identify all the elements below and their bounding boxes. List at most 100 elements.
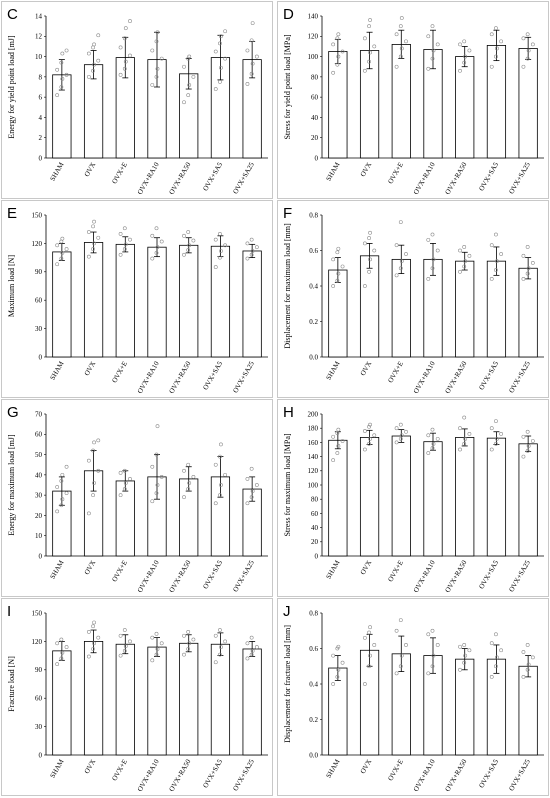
y-tick-label: 140 bbox=[308, 12, 319, 20]
category-label: OVX+SA5 bbox=[477, 161, 500, 193]
data-point bbox=[335, 250, 340, 255]
chart-panel-f: F Displacement for maximum load [mm] 0.0 0.… bbox=[277, 200, 549, 398]
data-point bbox=[55, 67, 60, 72]
data-point bbox=[250, 648, 255, 653]
data-point bbox=[92, 620, 96, 625]
data-point bbox=[499, 431, 504, 436]
data-point bbox=[92, 641, 96, 646]
data-point bbox=[187, 243, 192, 248]
data-point bbox=[430, 24, 435, 29]
category-label: OVX+RA10 bbox=[136, 559, 161, 594]
data-point bbox=[525, 429, 530, 434]
data-point bbox=[91, 624, 95, 629]
data-point bbox=[430, 427, 435, 432]
data-point bbox=[426, 66, 431, 71]
y-axis-label: Displacement for fracture load [mm] bbox=[283, 625, 292, 743]
data-point bbox=[526, 444, 531, 448]
bar bbox=[328, 667, 348, 756]
y-tick-label: 50 bbox=[35, 451, 43, 459]
data-point bbox=[404, 429, 408, 434]
data-point bbox=[394, 273, 399, 278]
data-point bbox=[340, 660, 345, 665]
data-point bbox=[128, 19, 132, 23]
y-tick-label: 100 bbox=[308, 53, 319, 61]
data-point bbox=[426, 632, 431, 637]
category-label: SHAM bbox=[325, 359, 342, 381]
data-point bbox=[249, 635, 254, 640]
y-tick-label: 20 bbox=[311, 538, 319, 546]
data-point bbox=[59, 60, 64, 65]
data-point bbox=[336, 54, 341, 59]
data-point bbox=[495, 259, 499, 264]
y-tick-label: 12 bbox=[35, 33, 43, 41]
data-point bbox=[340, 264, 345, 269]
category-label: OVX+E bbox=[110, 559, 129, 583]
category-label: OVX+E bbox=[110, 758, 129, 782]
category-label: OVX+RA10 bbox=[412, 758, 437, 793]
bar bbox=[518, 443, 538, 557]
chart-panel-c: C Energy for yield point load [mJ] 0 2 4 6 8 10… bbox=[1, 1, 273, 199]
data-point bbox=[86, 254, 91, 259]
data-point bbox=[367, 441, 371, 446]
data-point bbox=[249, 237, 254, 242]
data-point bbox=[128, 639, 132, 644]
y-tick-label: 70 bbox=[35, 410, 43, 418]
data-point bbox=[250, 61, 255, 66]
data-point bbox=[499, 648, 504, 653]
data-point bbox=[59, 637, 64, 642]
data-point bbox=[55, 509, 60, 514]
data-point bbox=[118, 232, 123, 236]
data-point bbox=[340, 49, 345, 54]
data-point bbox=[494, 268, 498, 272]
data-point bbox=[249, 252, 254, 257]
data-point bbox=[245, 48, 250, 53]
data-point bbox=[91, 448, 95, 453]
data-point bbox=[55, 662, 60, 667]
data-point bbox=[521, 277, 526, 281]
y-tick-label: 0 bbox=[39, 552, 43, 560]
category-label: OVX+SA5 bbox=[477, 758, 500, 790]
bar bbox=[455, 658, 475, 756]
data-point bbox=[155, 245, 160, 250]
y-tick-label: 120 bbox=[308, 33, 319, 41]
data-point bbox=[399, 259, 404, 264]
data-point bbox=[86, 74, 91, 79]
data-point bbox=[60, 236, 65, 241]
y-tick-label: 0.6 bbox=[309, 247, 318, 255]
data-point bbox=[398, 422, 403, 427]
data-point bbox=[92, 481, 96, 485]
data-point bbox=[128, 53, 132, 58]
data-point bbox=[331, 653, 336, 658]
data-point bbox=[223, 56, 228, 61]
data-point bbox=[219, 483, 223, 487]
data-point bbox=[368, 625, 372, 630]
category-label: OVX+RA10 bbox=[412, 360, 437, 395]
data-point bbox=[191, 238, 196, 243]
panel-letter: E bbox=[7, 205, 17, 222]
category-label: OVX+E bbox=[386, 360, 405, 384]
data-point bbox=[463, 259, 468, 264]
data-point bbox=[245, 256, 250, 261]
data-point bbox=[521, 650, 526, 654]
bar bbox=[52, 251, 72, 358]
category-label: OVX+RA50 bbox=[168, 559, 193, 594]
category-label: SHAM bbox=[49, 558, 66, 580]
data-point bbox=[91, 224, 95, 229]
y-axis-label: Fracture load [N] bbox=[7, 656, 16, 712]
data-point bbox=[128, 237, 132, 242]
data-point bbox=[219, 442, 223, 447]
bar bbox=[486, 437, 507, 557]
data-point bbox=[340, 439, 345, 443]
data-point bbox=[336, 271, 341, 276]
bar bbox=[83, 641, 104, 756]
category-label: OVX bbox=[359, 161, 374, 178]
data-point bbox=[159, 239, 164, 244]
y-tick-label: 90 bbox=[35, 666, 43, 674]
data-point bbox=[186, 630, 191, 634]
data-point bbox=[367, 59, 371, 64]
y-tick-label: 0.8 bbox=[309, 211, 318, 219]
data-point bbox=[404, 643, 408, 647]
data-point bbox=[250, 21, 255, 26]
data-point bbox=[118, 470, 123, 475]
data-point bbox=[362, 284, 367, 288]
